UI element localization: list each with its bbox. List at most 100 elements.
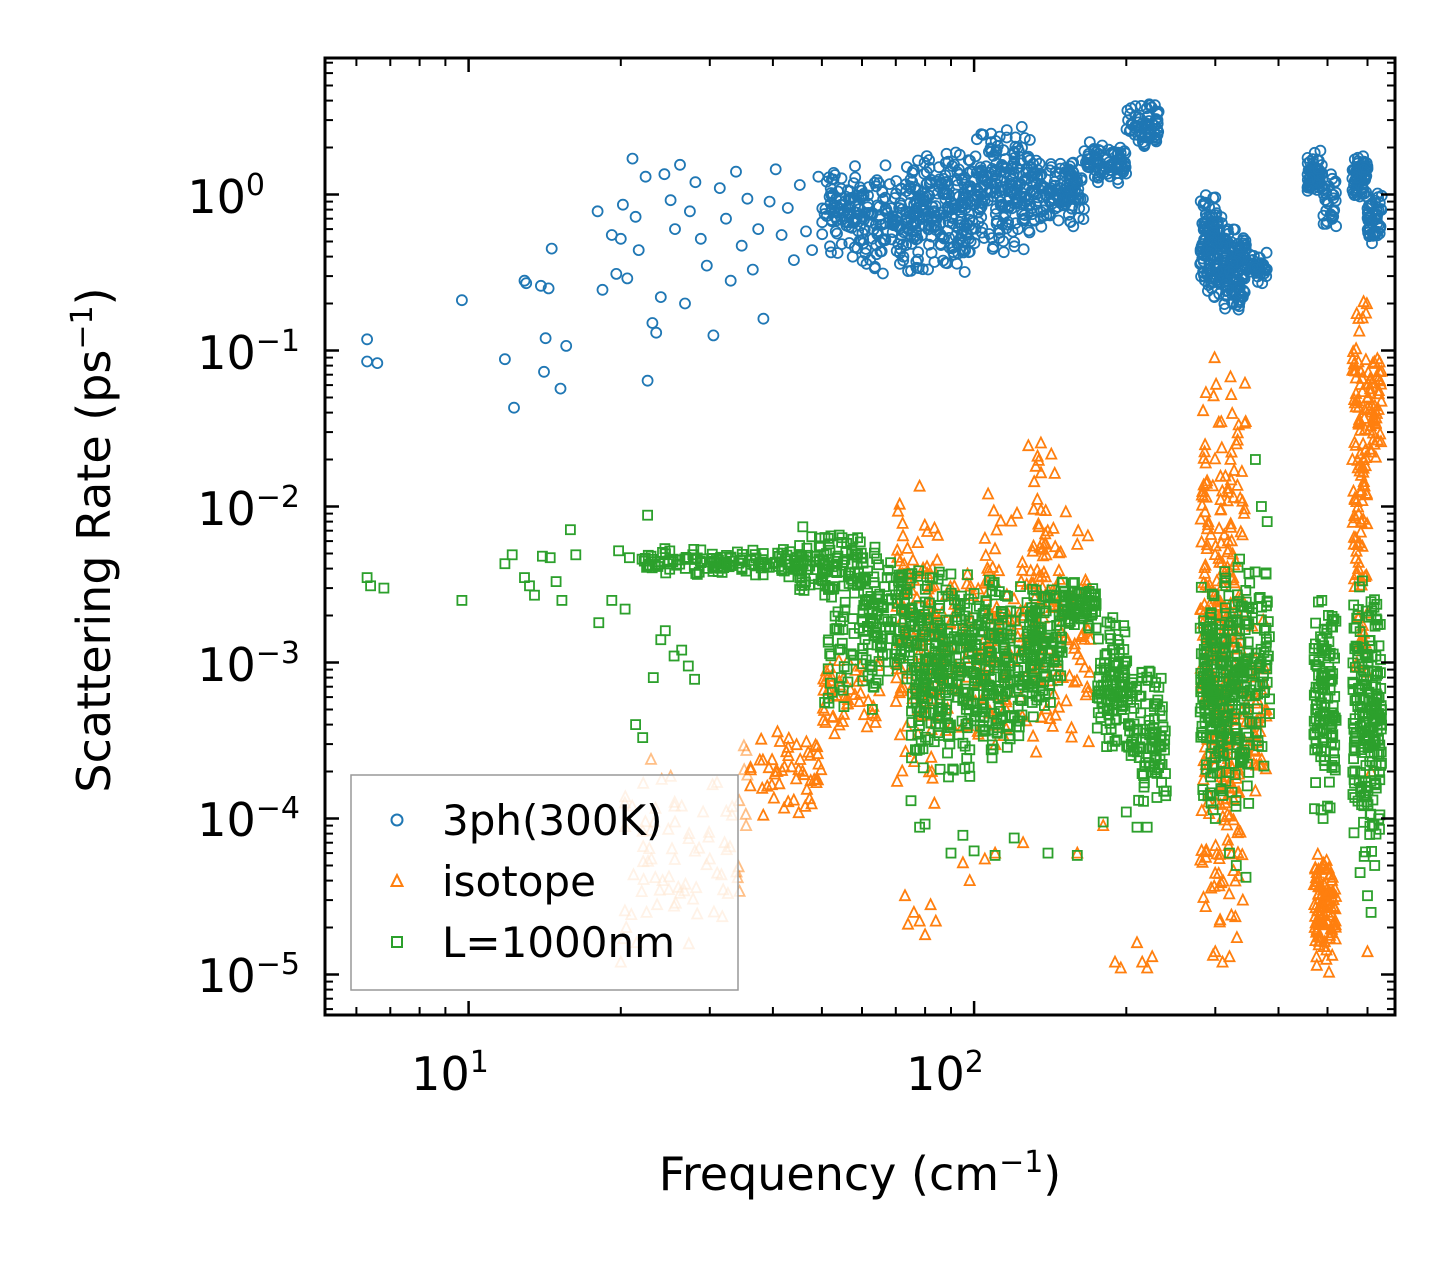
point-l-1000nm-1474 bbox=[1217, 790, 1229, 801]
point-isotope-688 bbox=[1214, 492, 1228, 506]
point-l-1000nm-670 bbox=[917, 624, 929, 635]
point-3ph-300k--482 bbox=[1015, 121, 1028, 133]
point-isotope-807 bbox=[1227, 462, 1241, 476]
point-l-1000nm-1266 bbox=[1139, 760, 1151, 771]
point-3ph-300k--912 bbox=[1124, 108, 1137, 120]
point-l-1000nm-969 bbox=[1040, 637, 1052, 648]
point-isotope-1167 bbox=[1367, 413, 1381, 427]
point-isotope-226 bbox=[890, 549, 904, 563]
point-3ph-300k--1438 bbox=[1366, 237, 1378, 250]
point-l-1000nm-1932 bbox=[1375, 718, 1387, 730]
point-l-1000nm-1920 bbox=[1375, 654, 1386, 665]
point-l-1000nm-660 bbox=[932, 617, 944, 629]
legend-label-boundary: L=1000nm bbox=[442, 918, 675, 967]
point-l-1000nm-1991 bbox=[914, 821, 925, 833]
point-3ph-300k--768 bbox=[1063, 171, 1075, 184]
point-l-1000nm-399 bbox=[882, 665, 894, 677]
point-l-1000nm-1964 bbox=[499, 558, 511, 570]
point-l-1000nm-413 bbox=[867, 606, 879, 618]
legend: 3ph(300K) isotope L=1000nm bbox=[350, 774, 739, 991]
point-3ph-300k--1449 bbox=[539, 332, 552, 345]
point-3ph-300k--576 bbox=[1003, 199, 1016, 212]
point-l-1000nm-1822 bbox=[1348, 753, 1359, 765]
point-isotope-1077 bbox=[1355, 370, 1369, 384]
point-l-1000nm-630 bbox=[931, 653, 943, 664]
point-3ph-300k--590 bbox=[986, 232, 998, 245]
point-l-1000nm-91 bbox=[772, 547, 784, 559]
point-l-1000nm-1929 bbox=[1352, 610, 1364, 621]
point-l-1000nm-1995 bbox=[968, 845, 980, 857]
point-l-1000nm-583 bbox=[934, 599, 946, 611]
point-isotope-990 bbox=[1312, 937, 1326, 951]
point-l-1000nm-224 bbox=[845, 567, 856, 579]
point-isotope-1009 bbox=[1321, 895, 1335, 909]
point-l-1000nm-1815 bbox=[1357, 575, 1368, 587]
point-3ph-300k--201 bbox=[870, 180, 883, 193]
point-3ph-300k--1286 bbox=[1312, 162, 1325, 175]
point-isotope-833 bbox=[1220, 791, 1234, 805]
point-l-1000nm-1899 bbox=[1349, 745, 1361, 757]
point-isotope-466 bbox=[1044, 446, 1058, 460]
point-l-1000nm-288 bbox=[841, 663, 853, 675]
point-l-1000nm-1738 bbox=[1328, 747, 1340, 759]
point-l-1000nm-1374 bbox=[1195, 686, 1207, 698]
point-3ph-300k--592 bbox=[972, 216, 985, 229]
point-isotope-993 bbox=[1312, 917, 1325, 930]
point-3ph-300k--1491 bbox=[775, 229, 788, 241]
point-3ph-300k--297 bbox=[958, 266, 971, 278]
point-3ph-300k--1183 bbox=[1217, 265, 1230, 278]
point-3ph-300k--408 bbox=[957, 246, 970, 259]
point-3ph-300k--1270 bbox=[1301, 157, 1314, 170]
point-isotope-979 bbox=[1324, 925, 1338, 939]
point-isotope-1161 bbox=[1362, 422, 1376, 436]
point-l-1000nm-1221 bbox=[1137, 734, 1148, 746]
point-l-1000nm-1356 bbox=[1194, 622, 1206, 634]
point-l-1000nm-1625 bbox=[1245, 665, 1257, 676]
point-isotope-515 bbox=[1061, 632, 1074, 646]
point-isotope-796 bbox=[1231, 425, 1245, 439]
point-isotope-1164 bbox=[1371, 432, 1385, 446]
point-l-1000nm-511 bbox=[922, 734, 934, 746]
point-l-1000nm-768 bbox=[972, 675, 984, 687]
point-3ph-300k--1289 bbox=[1304, 172, 1316, 185]
point-l-1000nm-1951 bbox=[1370, 777, 1382, 789]
point-l-1000nm-287 bbox=[837, 684, 849, 696]
point-l-1000nm-1236 bbox=[1122, 694, 1133, 705]
point-3ph-300k--471 bbox=[969, 150, 982, 163]
point-l-1000nm-632 bbox=[917, 762, 929, 774]
point-isotope-1202 bbox=[1070, 845, 1084, 859]
point-l-1000nm-410 bbox=[863, 594, 875, 605]
point-l-1000nm-1748 bbox=[1313, 682, 1324, 694]
point-l-1000nm-988 bbox=[1029, 655, 1040, 667]
point-isotope-485 bbox=[1039, 547, 1053, 561]
point-3ph-300k--753 bbox=[1067, 220, 1080, 233]
point-l-1000nm-655 bbox=[924, 597, 935, 609]
point-l-1000nm-1057 bbox=[1057, 600, 1069, 611]
point-3ph-300k--1485 bbox=[741, 192, 754, 205]
y-tick-label-1e0: 100 bbox=[187, 168, 265, 224]
point-l-1000nm-1257 bbox=[1156, 759, 1168, 770]
point-l-1000nm-1968 bbox=[529, 589, 540, 601]
point-l-1000nm-1239 bbox=[1146, 766, 1158, 778]
point-l-1000nm-1631 bbox=[1258, 687, 1270, 698]
point-l-1000nm-1149 bbox=[1091, 722, 1103, 734]
point-l-1000nm-1353 bbox=[1201, 759, 1212, 771]
point-isotope-155 bbox=[860, 719, 874, 733]
y-axis-title: Scattering Rate (ps−1) bbox=[65, 287, 121, 792]
point-3ph-300k--390 bbox=[925, 230, 938, 243]
point-3ph-300k--391 bbox=[942, 188, 955, 201]
point-l-1000nm-576 bbox=[957, 737, 969, 749]
point-l-1000nm-1386 bbox=[1198, 656, 1210, 667]
point-3ph-300k--1446 bbox=[518, 274, 531, 287]
point-3ph-300k--898 bbox=[1125, 102, 1137, 115]
point-l-1000nm-819 bbox=[985, 673, 997, 685]
point-l-1000nm-1975 bbox=[593, 617, 605, 629]
point-l-1000nm-810 bbox=[979, 725, 991, 737]
point-l-1000nm-534 bbox=[913, 600, 925, 611]
point-isotope-1192 bbox=[907, 904, 921, 918]
point-l-1000nm-1935 bbox=[1351, 694, 1363, 706]
point-l-1000nm-1557 bbox=[1242, 636, 1254, 648]
point-isotope-825 bbox=[1231, 845, 1245, 859]
point-3ph-300k--1486 bbox=[746, 263, 759, 276]
point-isotope-164 bbox=[866, 698, 880, 712]
